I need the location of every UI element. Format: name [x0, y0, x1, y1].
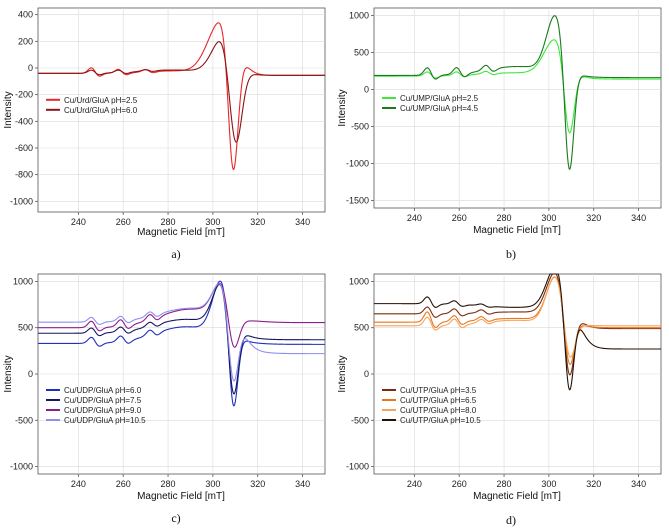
- panel-letter: b): [506, 247, 516, 261]
- y-tick-label: -600: [15, 143, 33, 153]
- legend-label: Cu/UTP/GluA pH=6.5: [400, 396, 477, 405]
- y-tick-label: -1500: [346, 196, 369, 206]
- x-tick-label: 320: [250, 217, 265, 227]
- x-tick-label: 260: [452, 479, 467, 489]
- legend-label: Cu/UDP/GluA pH=7.5: [64, 396, 142, 405]
- y-tick-label: 0: [364, 84, 369, 94]
- panel-d: 240 260 280 300 320 340 -1000 -500 0 500 1000 Cu/U…: [337, 273, 662, 527]
- legend-label: Cu/UDP/GluA pH=9.0: [64, 406, 142, 415]
- x-tick-label: 240: [71, 479, 86, 489]
- series-line: [374, 273, 661, 376]
- y-tick-label: 0: [28, 63, 33, 73]
- y-tick-label: 500: [354, 47, 369, 57]
- series-line: [38, 280, 325, 407]
- series-line: [38, 283, 325, 382]
- x-tick-label: 320: [586, 479, 601, 489]
- series-line: [38, 282, 325, 348]
- plot-frame: [373, 7, 662, 209]
- y-axis-label: Intensity: [3, 91, 14, 128]
- y-tick-label: -500: [351, 415, 369, 425]
- legend-label: Cu/UTP/GluA pH=10.5: [400, 416, 481, 425]
- legend-label: Cu/UMP/GluA pH=2.5: [400, 94, 479, 103]
- x-tick-label: 260: [452, 213, 467, 223]
- panel-b: 240 260 280 300 320 340 -1500 -1000 -500 0 500 1000…: [337, 7, 662, 261]
- series-line: [374, 39, 661, 134]
- y-tick-label: 500: [354, 323, 369, 333]
- x-tick-label: 300: [205, 479, 220, 489]
- legend-label: Cu/UDP/GluA pH=10.5: [64, 416, 146, 425]
- panel-letter: c): [171, 511, 180, 525]
- legend-label: Cu/UTP/GluA pH=8.0: [400, 406, 477, 415]
- y-tick-label: 500: [18, 323, 33, 333]
- x-tick-label: 280: [497, 479, 512, 489]
- y-tick-label: 1000: [349, 276, 369, 286]
- y-tick-label: 1000: [349, 10, 369, 20]
- x-tick-label: 260: [116, 479, 131, 489]
- x-tick-label: 320: [586, 213, 601, 223]
- x-axis-label: Magnetic Field [mT]: [473, 225, 561, 236]
- legend-label: Cu/UTP/GluA pH=3.5: [400, 386, 477, 395]
- x-tick-label: 280: [161, 217, 176, 227]
- y-tick-label: 1000: [13, 276, 33, 286]
- y-tick-label: -500: [15, 415, 33, 425]
- panel-letter: d): [506, 513, 516, 527]
- y-tick-label: 0: [364, 369, 369, 379]
- panel-a: 240 260 280 300 320 340 -1000 -800 -600 -400 -200 0…: [3, 7, 326, 261]
- x-tick-label: 240: [407, 479, 422, 489]
- series-line: [374, 15, 661, 170]
- plot-frame: [37, 7, 326, 213]
- x-tick-label: 300: [541, 479, 556, 489]
- x-tick-label: 300: [205, 217, 220, 227]
- legend-label: Cu/Urd/GluA pH=2.5: [64, 96, 138, 105]
- panel-letter: a): [171, 247, 180, 261]
- x-tick-label: 340: [631, 213, 646, 223]
- y-tick-label: -1000: [346, 462, 369, 472]
- x-axis-label: Magnetic Field [mT]: [473, 491, 561, 502]
- series-line: [374, 273, 661, 391]
- series-line: [374, 276, 661, 358]
- y-tick-label: 200: [18, 36, 33, 46]
- y-axis-label: Intensity: [337, 89, 348, 126]
- x-tick-label: 340: [631, 479, 646, 489]
- y-axis-label: Intensity: [3, 355, 14, 392]
- x-tick-label: 340: [295, 217, 310, 227]
- x-tick-label: 240: [407, 213, 422, 223]
- x-tick-label: 280: [161, 479, 176, 489]
- x-tick-label: 300: [541, 213, 556, 223]
- panel-c: 240 260 280 300 320 340 -1000 -500 0 500 1000 Cu/U…: [3, 273, 326, 525]
- x-tick-label: 320: [250, 479, 265, 489]
- series-line: [38, 41, 325, 143]
- series-line: [374, 276, 661, 365]
- x-tick-label: 280: [497, 213, 512, 223]
- legend-label: Cu/UDP/GluA pH=6.0: [64, 386, 142, 395]
- legend-label: Cu/UMP/GluA pH=4.5: [400, 104, 479, 113]
- x-axis-label: Magnetic Field [mT]: [137, 491, 225, 502]
- y-tick-label: -1000: [346, 159, 369, 169]
- y-tick-label: 0: [28, 369, 33, 379]
- x-axis-label: Magnetic Field [mT]: [137, 227, 225, 238]
- y-axis-label: Intensity: [337, 355, 348, 392]
- y-tick-label: -1000: [10, 462, 33, 472]
- legend-label: Cu/Urd/GluA pH=6.0: [64, 106, 138, 115]
- x-tick-label: 240: [71, 217, 86, 227]
- x-tick-label: 260: [116, 217, 131, 227]
- y-tick-label: -400: [15, 116, 33, 126]
- y-tick-label: -800: [15, 170, 33, 180]
- y-tick-label: -1000: [10, 196, 33, 206]
- y-tick-label: -500: [351, 122, 369, 132]
- series-line: [38, 283, 325, 395]
- y-tick-label: 400: [18, 10, 33, 20]
- x-tick-label: 340: [295, 479, 310, 489]
- y-tick-label: -200: [15, 90, 33, 100]
